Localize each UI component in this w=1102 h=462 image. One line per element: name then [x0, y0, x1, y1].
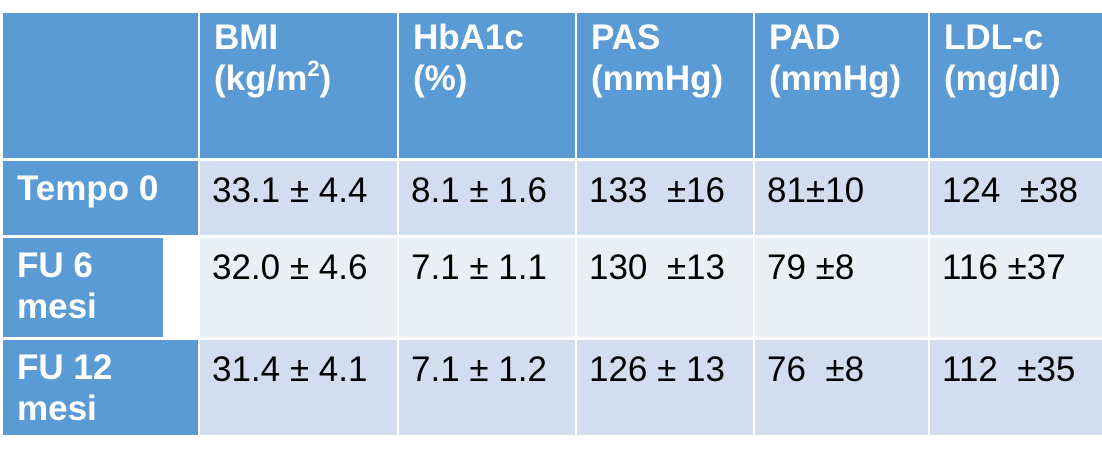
data-table: BMI (kg/m2) HbA1c (%) PAS (mmHg) PAD (mm…	[3, 13, 1102, 435]
table-cell: 7.1 ± 1.1	[399, 238, 575, 337]
table-cell: 130 ±13	[577, 238, 753, 337]
table-cell: 124 ±38	[930, 161, 1102, 235]
header-hba1c: HbA1c (%)	[399, 13, 575, 158]
header-pas-unit: (mmHg)	[591, 59, 724, 98]
table-cell: 8.1 ± 1.6	[399, 161, 575, 235]
header-bmi: BMI (kg/m2)	[200, 13, 397, 158]
header-pad: PAD (mmHg)	[755, 13, 928, 158]
table-cell: 133 ±16	[577, 161, 753, 235]
header-ldl: LDL-c (mg/dl)	[930, 13, 1102, 158]
table-cell: 7.1 ± 1.2	[399, 340, 575, 435]
row-label-fu-6-mesi: FU 6 mesi	[3, 238, 163, 337]
header-pas-name: PAS	[591, 18, 661, 57]
row-label-fu-12-mesi: FU 12 mesi	[3, 340, 198, 435]
header-bmi-name: BMI	[214, 18, 279, 57]
table-cell: 76 ±8	[755, 340, 928, 435]
row-label-tempo-0: Tempo 0	[3, 161, 198, 235]
table-cell: 126 ± 13	[577, 340, 753, 435]
header-pas: PAS (mmHg)	[577, 13, 753, 158]
header-ldl-unit: (mg/dl)	[944, 59, 1061, 98]
table-cell: 116 ±37	[930, 238, 1102, 337]
header-corner-cell	[3, 13, 198, 158]
table-cell: 112 ±35	[930, 340, 1102, 435]
header-pad-name: PAD	[769, 18, 841, 57]
table-cell: 79 ±8	[755, 238, 928, 337]
table-cell: 33.1 ± 4.4	[200, 161, 397, 235]
table-cell: 32.0 ± 4.6	[200, 238, 397, 337]
header-hba1c-unit: (%)	[413, 59, 468, 98]
header-bmi-unit: (kg/m2)	[214, 56, 332, 99]
header-hba1c-name: HbA1c	[413, 18, 524, 57]
table-cell: 81±10	[755, 161, 928, 235]
header-ldl-name: LDL-c	[944, 18, 1044, 57]
header-pad-unit: (mmHg)	[769, 59, 902, 98]
table-cell: 31.4 ± 4.1	[200, 340, 397, 435]
